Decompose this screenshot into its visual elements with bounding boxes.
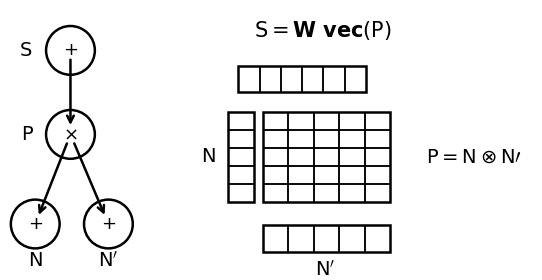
Text: P: P (21, 125, 33, 144)
Text: $+$: $+$ (28, 215, 43, 233)
Text: N$'$: N$'$ (315, 260, 335, 280)
Text: $\mathrm{S} = \mathbf{W}\ \mathbf{vec}(\mathrm{P})$: $\mathrm{S} = \mathbf{W}\ \mathbf{vec}(\… (254, 19, 391, 42)
Text: N: N (202, 147, 216, 166)
Text: $\times$: $\times$ (63, 125, 78, 143)
Text: $+$: $+$ (63, 41, 78, 59)
Text: $+$: $+$ (101, 215, 116, 233)
Text: N: N (28, 251, 42, 270)
Text: S: S (20, 41, 33, 60)
Text: $\mathrm{P} = \mathrm{N} \otimes \mathrm{N}\prime$: $\mathrm{P} = \mathrm{N} \otimes \mathrm… (427, 147, 522, 166)
Text: N$'$: N$'$ (98, 250, 119, 270)
